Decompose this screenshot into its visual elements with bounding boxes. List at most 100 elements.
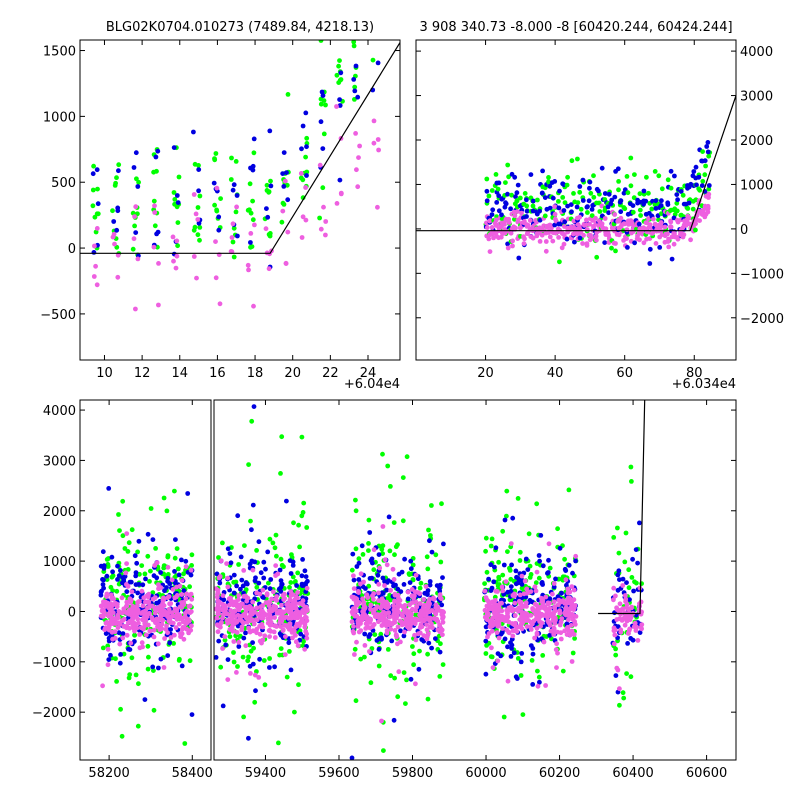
- point-green: [90, 203, 96, 209]
- point-pink: [214, 606, 219, 612]
- point-blue: [239, 577, 245, 583]
- point-green: [507, 568, 513, 573]
- point-blue: [574, 204, 580, 210]
- point-pink: [494, 611, 500, 617]
- point-green: [685, 206, 691, 211]
- point-pink: [151, 627, 157, 633]
- point-pink: [500, 626, 505, 631]
- point-green: [388, 484, 393, 489]
- point-pink: [240, 619, 245, 624]
- point-green: [665, 177, 671, 183]
- point-pink: [653, 241, 659, 246]
- point-blue: [223, 642, 229, 648]
- point-pink: [284, 606, 290, 612]
- point-blue: [217, 580, 223, 586]
- point-pink: [491, 608, 497, 613]
- point-blue: [132, 639, 137, 644]
- point-pink: [189, 596, 195, 602]
- point-pink: [101, 602, 107, 608]
- point-pink: [105, 646, 111, 652]
- point-pink: [250, 567, 256, 573]
- point-green: [218, 196, 224, 202]
- point-pink: [577, 214, 582, 220]
- point-green: [387, 548, 393, 554]
- point-blue: [530, 682, 536, 687]
- y-tick-label: −500: [40, 308, 76, 323]
- point-blue: [106, 486, 112, 491]
- point-blue: [539, 190, 545, 196]
- point-pink: [437, 622, 442, 628]
- point-pink: [395, 602, 401, 608]
- point-pink: [236, 639, 242, 645]
- point-green: [493, 172, 499, 177]
- point-blue: [564, 582, 569, 588]
- x-tick-label: 80: [686, 366, 703, 381]
- point-pink: [505, 678, 511, 684]
- point-pink: [553, 647, 559, 653]
- point-green: [565, 174, 570, 180]
- point-pink: [234, 670, 239, 675]
- point-green: [151, 707, 157, 713]
- point-green: [613, 646, 618, 652]
- point-blue: [349, 755, 355, 760]
- point-pink: [106, 627, 112, 633]
- point-pink: [220, 646, 226, 651]
- data-points: [214, 400, 646, 760]
- point-green: [609, 245, 614, 251]
- point-green: [535, 668, 540, 674]
- point-blue: [551, 584, 557, 590]
- point-pink: [568, 226, 574, 232]
- point-green: [500, 528, 506, 534]
- point-pink: [170, 234, 176, 240]
- point-pink: [417, 612, 422, 618]
- point-blue: [221, 597, 227, 603]
- point-green: [116, 512, 121, 517]
- point-blue: [165, 575, 171, 581]
- point-pink: [633, 628, 639, 633]
- point-pink: [300, 214, 306, 220]
- point-blue: [675, 197, 680, 203]
- point-green: [336, 63, 341, 69]
- point-green: [489, 188, 495, 193]
- point-pink: [124, 531, 130, 536]
- point-pink: [571, 632, 577, 637]
- point-pink: [510, 243, 515, 249]
- point-green: [161, 495, 167, 501]
- point-green: [617, 702, 622, 708]
- point-green: [132, 632, 138, 638]
- point-green: [212, 202, 218, 208]
- point-green: [142, 571, 148, 577]
- point-pink: [518, 623, 524, 629]
- point-blue: [279, 581, 285, 587]
- point-blue: [483, 638, 489, 644]
- point-blue: [366, 634, 372, 639]
- point-green: [697, 187, 703, 193]
- point-pink: [354, 613, 360, 619]
- point-blue: [214, 571, 220, 577]
- point-green: [151, 198, 157, 204]
- point-green: [189, 552, 195, 558]
- point-pink: [292, 610, 298, 616]
- point-pink: [417, 591, 423, 597]
- point-blue: [90, 171, 96, 177]
- x-tick-label: 14: [171, 366, 188, 381]
- point-pink: [280, 593, 286, 599]
- point-blue: [303, 574, 309, 579]
- point-pink: [408, 620, 414, 626]
- point-green: [136, 681, 141, 687]
- point-pink: [543, 594, 549, 600]
- point-pink: [620, 583, 626, 588]
- point-blue: [637, 520, 642, 526]
- point-green: [556, 576, 562, 582]
- point-blue: [249, 558, 255, 564]
- point-pink: [534, 569, 540, 575]
- point-green: [628, 155, 634, 161]
- point-pink: [118, 610, 123, 615]
- point-pink: [384, 562, 390, 568]
- point-blue: [547, 596, 553, 602]
- x-tick-label: 60200: [539, 766, 580, 781]
- point-green: [426, 527, 431, 533]
- point-green: [486, 193, 492, 199]
- point-pink: [264, 592, 270, 598]
- x-tick-label: 59600: [318, 766, 359, 781]
